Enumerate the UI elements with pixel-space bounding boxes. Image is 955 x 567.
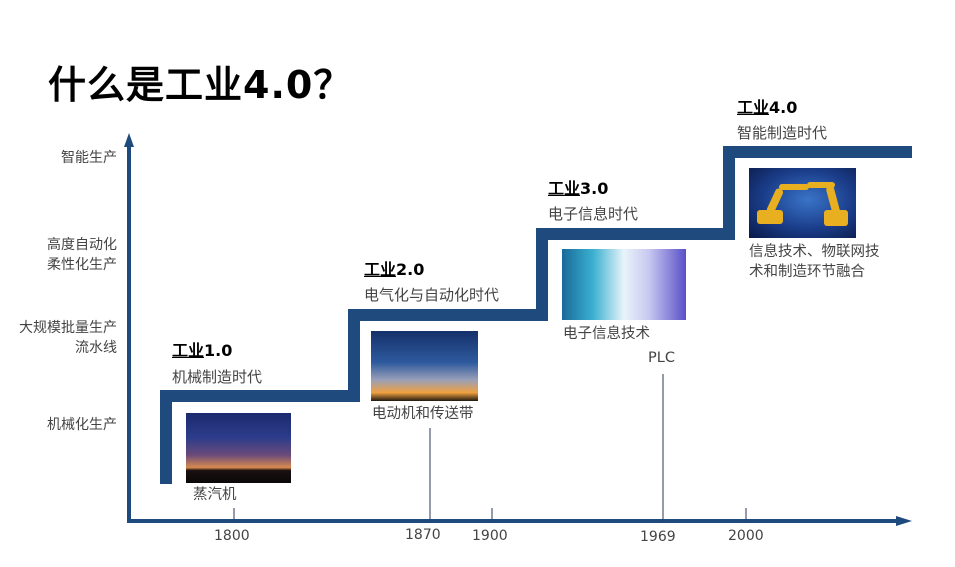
era-1-subtitle: 机械制造时代 xyxy=(172,368,263,386)
staircase xyxy=(160,146,912,484)
year-label-2000: 2000 xyxy=(728,528,764,544)
electronic-information-image xyxy=(562,249,686,320)
era-3-subtitle: 电子信息时代 xyxy=(548,205,639,223)
y-label-smart-production: 智能生产 xyxy=(61,150,117,166)
era-3-caption: 电子信息技术 xyxy=(563,326,650,342)
y-axis-arrow xyxy=(124,133,134,147)
era-2-title: 工业2.0 xyxy=(364,260,425,279)
steam-engine-image xyxy=(186,413,291,483)
y-label-mass-production: 大规模批量生产 流水线 xyxy=(19,320,117,356)
y-label-mechanized-production: 机械化生产 xyxy=(47,417,117,433)
year-ticks xyxy=(233,374,747,521)
era-1-title: 工业1.0 xyxy=(172,341,233,360)
x-axis-arrow xyxy=(896,516,912,526)
era-4-title: 工业4.0 xyxy=(737,98,798,117)
era-2-subtitle: 电气化与自动化时代 xyxy=(364,286,500,304)
era-4-subtitle: 智能制造时代 xyxy=(737,124,828,142)
power-tower-image xyxy=(371,331,478,401)
era-4-caption: 信息技术、物联网技 术和制造环节融合 xyxy=(749,244,880,280)
year-label-1870: 1870 xyxy=(405,527,441,543)
era-1-caption: 蒸汽机 xyxy=(193,487,237,503)
plc-marker-label: PLC xyxy=(648,350,675,366)
industrial-robots-image xyxy=(749,168,856,238)
axes xyxy=(124,133,912,526)
year-label-1969: 1969 xyxy=(640,529,676,545)
era-2-caption: 电动机和传送带 xyxy=(372,406,474,422)
y-label-flexible-production: 高度自动化 柔性化生产 xyxy=(47,237,117,273)
page-title: 什么是工业4.0？ xyxy=(48,63,353,107)
year-label-1800: 1800 xyxy=(214,528,250,544)
era-3-title: 工业3.0 xyxy=(548,179,609,198)
year-label-1900: 1900 xyxy=(472,528,508,544)
